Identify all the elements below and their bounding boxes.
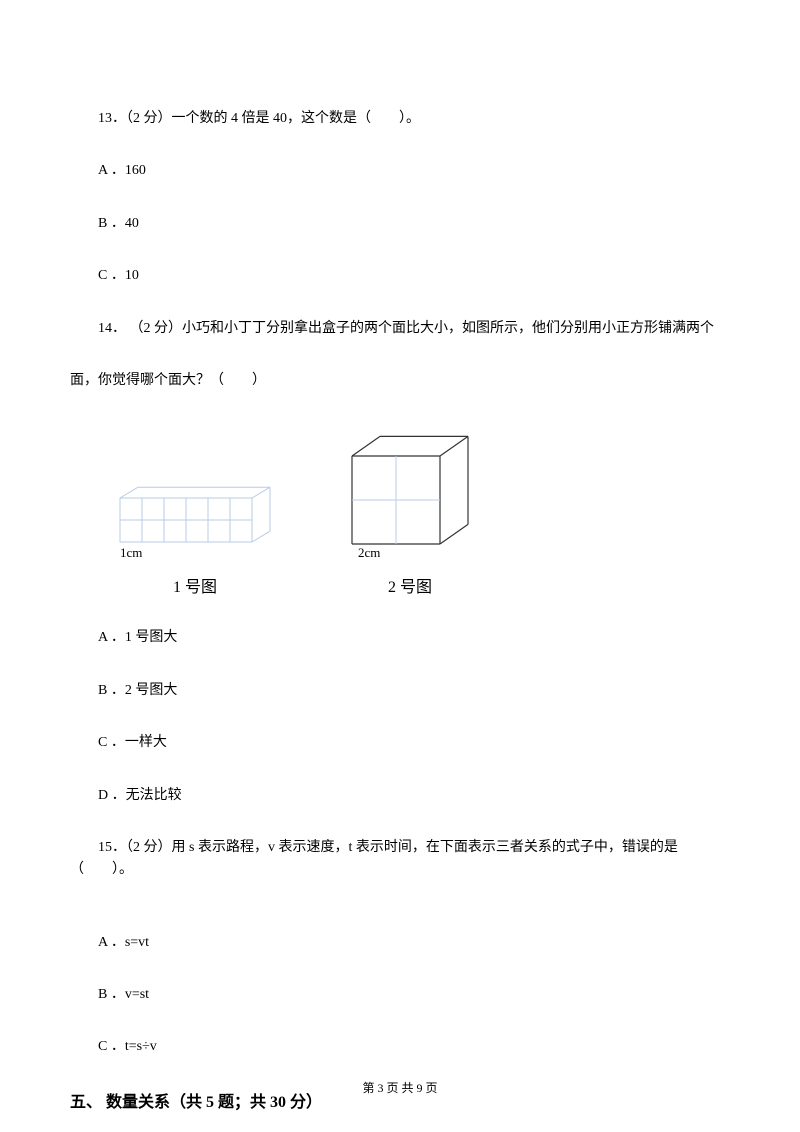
q13-option-c: C ．10	[70, 265, 730, 287]
figure1-dim-label: 1cm	[120, 545, 142, 561]
figure1-svg	[110, 472, 280, 554]
q14-figure1: 1cm 1 号图	[110, 472, 280, 597]
figure2-caption: 2 号图	[388, 573, 432, 597]
q15-option-a: A ．s=vt	[70, 932, 730, 954]
q14-option-c: C ．一样大	[70, 732, 730, 754]
q13-option-b: B ．40	[70, 213, 730, 235]
q14-option-a: A ．1 号图大	[70, 627, 730, 649]
q14-text-line2: 面，你觉得哪个面大？（ ）	[70, 370, 730, 392]
q15-option-b: B ．v=st	[70, 984, 730, 1006]
q14-figure2: 2cm 2 号图	[340, 422, 480, 597]
q15-option-c: C ．t=s÷v	[70, 1036, 730, 1058]
page-footer: 第 3 页 共 9 页	[0, 1079, 800, 1096]
q14-option-b: B ．2 号图大	[70, 680, 730, 702]
q14-figures: 1cm 1 号图 2cm 2 号图	[110, 422, 730, 597]
q13-option-a: A ．160	[70, 160, 730, 182]
figure2-svg	[340, 422, 480, 562]
q14-text-line1: 14． （2 分）小巧和小丁丁分别拿出盒子的两个面比大小，如图所示，他们分别用小…	[70, 318, 730, 340]
q13-text: 13．（2 分）一个数的 4 倍是 40，这个数是（ ）。	[70, 108, 730, 130]
q14-option-d: D ．无法比较	[70, 785, 730, 807]
q15-text: 15．（2 分）用 s 表示路程，v 表示速度，t 表示时间，在下面表示三者关系…	[70, 837, 730, 882]
figure2-dim-label: 2cm	[358, 545, 380, 561]
figure1-caption: 1 号图	[173, 573, 217, 597]
